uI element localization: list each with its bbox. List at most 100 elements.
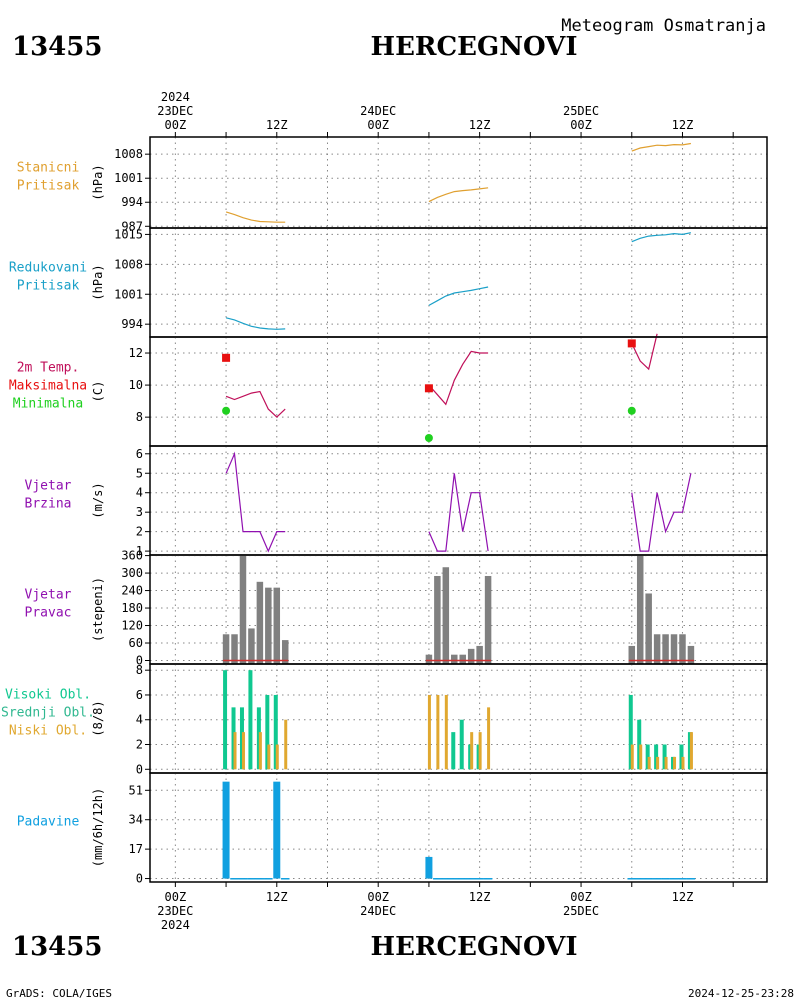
low-cloud-bar (478, 732, 482, 770)
time-label-bottom: 00Z (367, 890, 389, 904)
low-cloud-bar (689, 732, 693, 770)
panel-label-wind_speed: Brzina (25, 497, 72, 512)
y-axis-label: (stepeni) (91, 577, 105, 642)
series-line-wind_speed (428, 473, 489, 552)
panel-label-precipitation: Padavine (17, 815, 80, 830)
low-cloud-bar (233, 732, 237, 770)
time-label-top: 12Z (672, 118, 694, 132)
low-cloud-bar (241, 732, 245, 770)
time-label-bottom: 23DEC (157, 904, 193, 918)
direction-bar (679, 634, 686, 664)
precip-bar (449, 878, 459, 880)
panel-frame-station_pressure (149, 136, 768, 229)
precip-bar (627, 878, 637, 880)
direction-bar (451, 654, 458, 664)
panel-label-cloud_cover: Srednji Obl. (1, 706, 95, 721)
panel-frame-precipitation (149, 772, 768, 883)
direction-bar (459, 654, 466, 664)
y-tick-label: 1008 (114, 147, 143, 161)
low-cloud-bar (664, 756, 668, 770)
time-label-top: 00Z (570, 118, 592, 132)
precip-bar (652, 878, 662, 880)
direction-bar (467, 648, 475, 664)
time-label-bottom: 12Z (469, 890, 491, 904)
y-tick-label: 0 (136, 872, 143, 886)
precip-bar (678, 878, 687, 880)
high-cloud-bar (628, 694, 633, 770)
precip-bar (661, 878, 670, 880)
y-tick-label: 12 (129, 346, 143, 360)
y-axis-label: (C) (91, 381, 105, 403)
y-tick-label: 0 (136, 654, 143, 668)
maximum-point (424, 384, 433, 393)
y-tick-label: 1001 (114, 287, 143, 301)
precip-bar (644, 878, 653, 880)
precip-bar (669, 878, 679, 880)
time-label-top: 24DEC (360, 104, 396, 118)
series-line-wind_speed (225, 451, 286, 553)
low-cloud-bar (436, 694, 440, 770)
y-tick-label: 1001 (114, 171, 143, 185)
station-id-bottom: 13455 (12, 932, 102, 962)
direction-bar (442, 567, 450, 664)
precip-bar (280, 878, 290, 880)
y-tick-label: 0 (136, 762, 143, 776)
panel-frame-reduced_pressure (149, 227, 768, 338)
panel-label-wind_direction: Vjetar (25, 588, 72, 603)
high-cloud-bar (248, 670, 253, 770)
low-cloud-bar (267, 744, 271, 770)
time-label-bottom: 2024 (161, 918, 190, 932)
series-line-temperature (428, 350, 489, 406)
high-cloud-bar (223, 670, 228, 770)
low-cloud-bar (284, 719, 288, 770)
panel-label-temperature: Maksimalna (9, 379, 87, 394)
direction-bar (653, 634, 661, 664)
series-line-reduced_pressure (428, 286, 489, 306)
high-cloud-bar (273, 694, 278, 770)
direction-bar (231, 634, 238, 664)
high-cloud-bar (451, 732, 456, 770)
time-label-bottom: 00Z (570, 890, 592, 904)
panel-station_pressure: 987 994 1001 1008 Stanicni Pritisak (hPa) (17, 136, 768, 233)
minimum-point (424, 433, 433, 442)
y-axis-label: (hPa) (91, 164, 105, 200)
station-name-bottom: HERCEGNOVI (371, 932, 578, 962)
maximum-point (222, 353, 231, 362)
y-tick-label: 1015 (114, 227, 143, 241)
panel-label-station_pressure: Pritisak (17, 179, 80, 194)
series-line-station_pressure (631, 142, 691, 152)
time-label-bottom: 12Z (672, 890, 694, 904)
y-tick-label: 180 (121, 601, 143, 615)
time-label-top: 25DEC (563, 104, 599, 118)
direction-bar (239, 555, 247, 664)
y-axis-label: (mm/6h/12h) (91, 788, 105, 867)
y-tick-label: 6 (136, 688, 143, 702)
direction-bar (265, 587, 272, 664)
high-cloud-bar (265, 694, 270, 770)
precip-bar (264, 878, 273, 880)
series-line-station_pressure (225, 211, 286, 223)
y-tick-label: 994 (121, 317, 143, 331)
time-label-bottom: 25DEC (563, 904, 599, 918)
time-label-top: 12Z (266, 118, 288, 132)
y-tick-label: 5 (136, 466, 143, 480)
chart-subtitle: Meteogram Osmatranja (561, 16, 766, 36)
footer-timestamp: 2024-12-25-23:28 (688, 987, 794, 1000)
low-cloud-bar (487, 707, 491, 770)
panel-label-reduced_pressure: Redukovani (9, 261, 87, 276)
low-cloud-bar (275, 744, 279, 770)
direction-bar (636, 555, 644, 664)
high-cloud-bar (459, 719, 464, 770)
time-label-bottom: 24DEC (360, 904, 396, 918)
y-tick-label: 4 (136, 713, 143, 727)
direction-bar (687, 645, 695, 664)
y-tick-label: 994 (121, 195, 143, 209)
low-cloud-bar (647, 756, 651, 770)
time-label-top: 00Z (165, 118, 187, 132)
precip-bar (483, 878, 493, 880)
y-axis-label: (8/8) (91, 700, 105, 736)
direction-bar (248, 628, 255, 664)
maximum-point (627, 339, 636, 348)
precip-bar (475, 878, 484, 880)
